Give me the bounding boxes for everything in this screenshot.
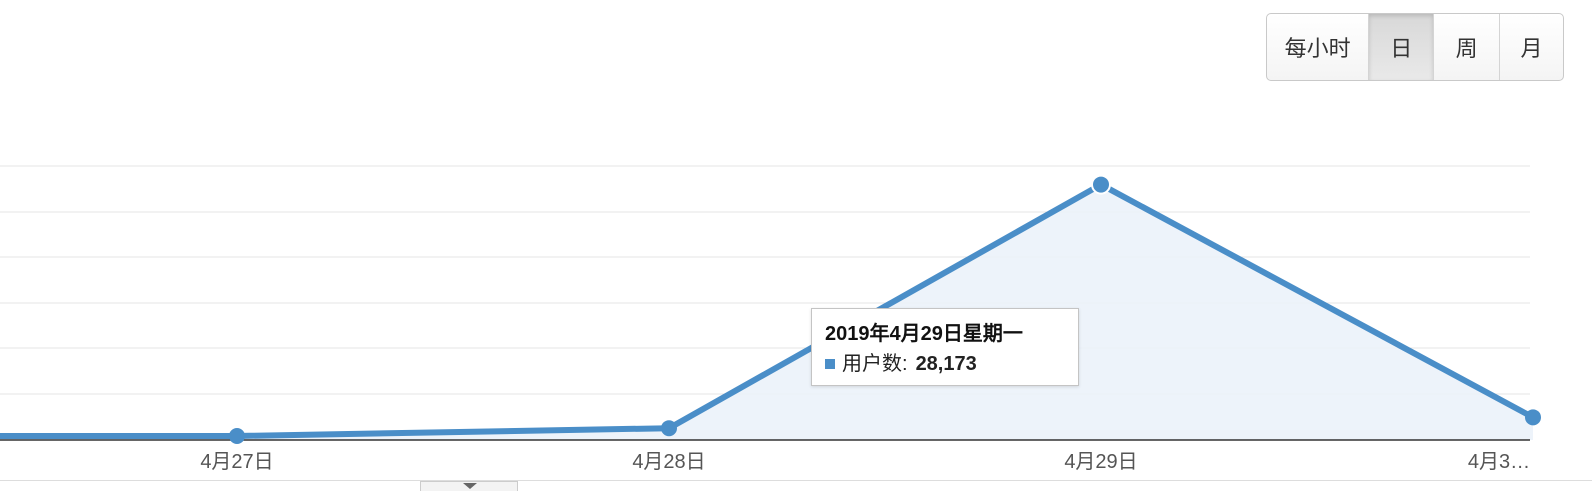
x-tick-label: 4月29日 [1064, 451, 1137, 473]
tooltip-row: 用户数: 28,173 [825, 351, 1065, 377]
data-point[interactable] [1091, 174, 1111, 195]
caret-down-icon [463, 483, 477, 489]
tooltip-metric-value: 28,173 [915, 353, 977, 375]
tooltip-metric-label: 用户数: [842, 353, 908, 375]
data-point[interactable] [1525, 409, 1541, 426]
granularity-hourly-button[interactable]: 每小时 [1267, 14, 1370, 80]
granularity-toggle-group: 每小时 日 周 月 [1266, 13, 1564, 81]
granularity-day-button[interactable]: 日 [1369, 14, 1435, 80]
series-swatch [825, 359, 835, 369]
x-tick-label: 4月3… [1468, 451, 1530, 473]
x-tick-label: 4月27日 [200, 451, 273, 473]
data-point[interactable] [229, 428, 245, 444]
expand-panel-tab[interactable] [420, 481, 518, 491]
x-tick-label: 4月28日 [632, 451, 705, 473]
data-tooltip: 2019年4月29日星期一 用户数: 28,173 [811, 308, 1079, 386]
granularity-month-button[interactable]: 月 [1520, 37, 1543, 62]
panel-divider [0, 480, 1592, 481]
series-area-fill [0, 184, 1533, 440]
tooltip-date: 2019年4月29日星期一 [825, 323, 1023, 345]
granularity-week-button[interactable]: 周 [1434, 14, 1501, 80]
data-point[interactable] [661, 420, 677, 437]
